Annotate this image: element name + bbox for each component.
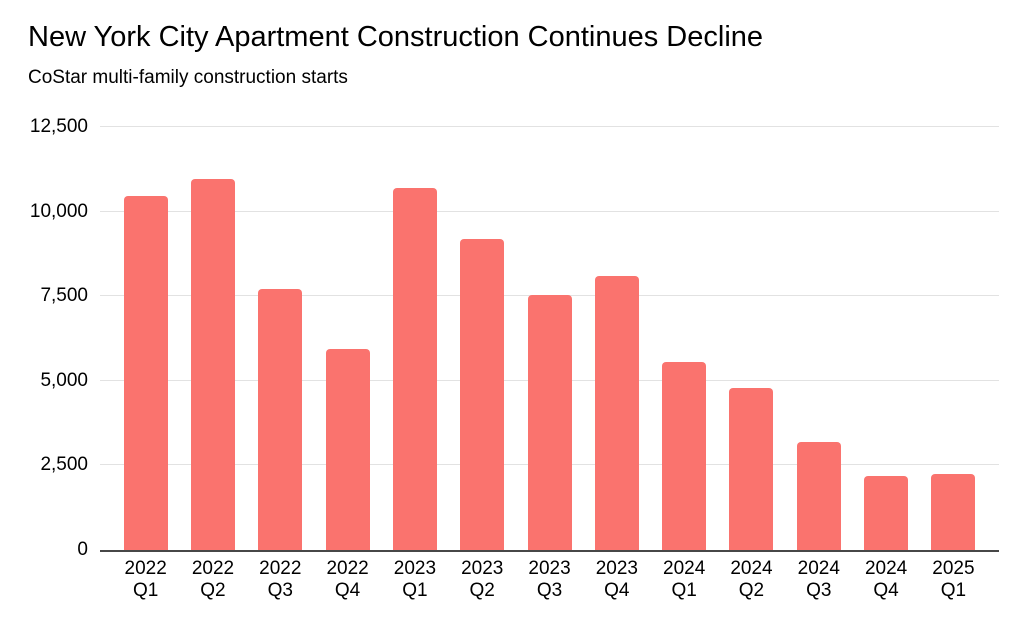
- plot-area: [100, 126, 999, 552]
- bar-slot: [852, 127, 919, 550]
- bar: [729, 387, 774, 550]
- bar: [123, 196, 168, 550]
- bar-slot: [247, 127, 314, 550]
- bar-slot: [449, 127, 516, 550]
- bar-slot: [785, 127, 852, 550]
- x-axis-tick-label: 2024 Q1: [663, 558, 706, 601]
- bar: [325, 348, 370, 550]
- x-axis-tick-label: 2024 Q2: [730, 558, 773, 601]
- chart-subtitle: CoStar multi-family construction starts: [28, 67, 348, 88]
- y-axis-tick-label: 5,000: [40, 369, 88, 391]
- x-axis-tick-label: 2024 Q4: [864, 558, 908, 601]
- y-axis-tick-label: 0: [77, 539, 88, 560]
- bar: [864, 475, 909, 550]
- bar: [190, 179, 235, 550]
- bar-slot: [179, 127, 246, 550]
- x-axis-tick-label: 2022 Q4: [326, 558, 369, 601]
- x-axis-tick-label: 2022 Q1: [124, 558, 167, 601]
- x-axis-tick-label: 2023 Q2: [461, 558, 504, 601]
- x-axis-tick-label: 2022 Q3: [259, 558, 302, 601]
- bar: [392, 187, 437, 550]
- y-axis-tick-label: 12,500: [29, 116, 88, 137]
- y-axis-labels: 0 2,500 5,000 7,500 10,000 12,500: [0, 116, 88, 560]
- bar-slot: [583, 127, 650, 550]
- bar-slot: [381, 127, 448, 550]
- bar-slot: [718, 127, 785, 550]
- y-axis-tick-label: 10,000: [29, 200, 88, 222]
- x-axis-tick-label: 2025 Q1: [932, 558, 975, 601]
- bar-slot: [314, 127, 381, 550]
- y-axis-tick-label: 7,500: [40, 285, 88, 307]
- x-axis-tick-label: 2023 Q3: [528, 558, 571, 601]
- bar: [258, 289, 303, 550]
- bar: [662, 362, 707, 550]
- bars-row: [100, 127, 999, 550]
- bar: [931, 473, 976, 550]
- y-axis-tick-label: 2,500: [40, 454, 88, 476]
- bar: [796, 441, 841, 550]
- bar: [594, 275, 639, 550]
- bar-slot: [920, 127, 987, 550]
- chart-title: New York City Apartment Construction Con…: [28, 21, 764, 53]
- x-axis-tick-label: 2022 Q2: [191, 558, 235, 601]
- gridline: [100, 210, 999, 212]
- x-axis-tick-label: 2024 Q3: [797, 558, 840, 601]
- x-axis-tick-label: 2023 Q4: [595, 558, 638, 601]
- x-axis-tick-label: 2023 Q1: [393, 558, 437, 601]
- x-axis-labels: 2022 Q1 2022 Q2 2022 Q3 2022 Q4 2023 Q1 2023 Q2 2023…: [100, 558, 999, 602]
- bar-slot: [112, 127, 179, 550]
- gridline: [100, 126, 999, 127]
- bar: [527, 294, 572, 550]
- bar-slot: [516, 127, 583, 550]
- bar-slot: [651, 127, 718, 550]
- bar: [460, 238, 505, 550]
